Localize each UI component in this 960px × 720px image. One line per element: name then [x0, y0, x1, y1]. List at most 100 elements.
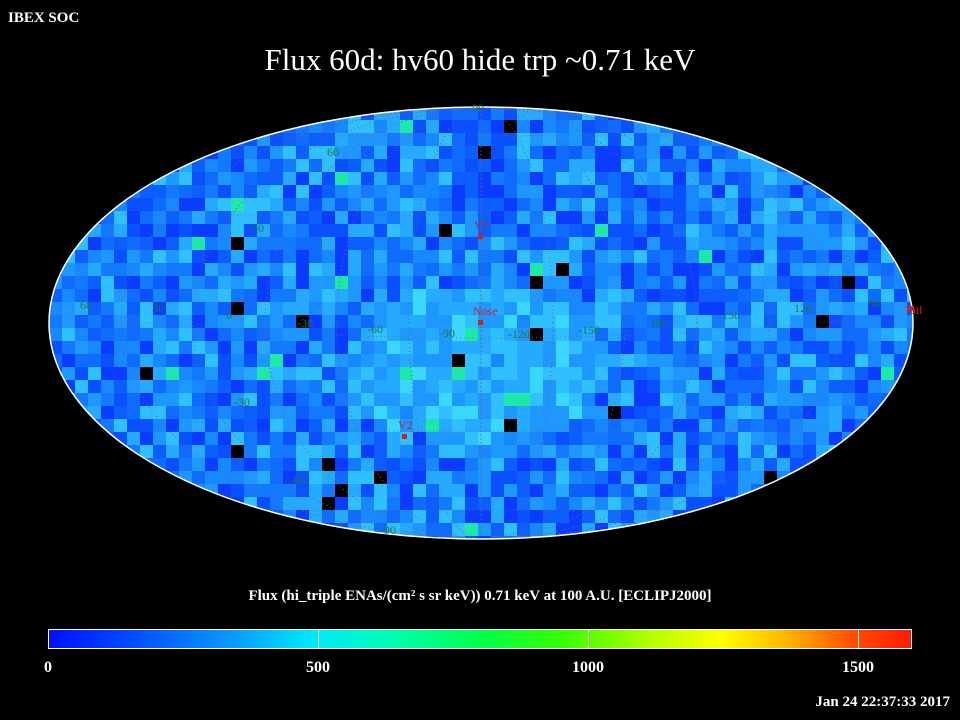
lat-label-90: 90 [472, 101, 484, 115]
flux-tile [556, 250, 569, 263]
flux-tile [413, 185, 426, 198]
flux-tile [699, 146, 712, 159]
flux-tile [504, 458, 517, 471]
flux-tile [127, 250, 140, 263]
flux-tile [452, 159, 465, 172]
flux-tile [582, 133, 595, 146]
flux-tile [712, 445, 725, 458]
flux-tile [439, 380, 452, 393]
flux-tile [192, 302, 205, 315]
flux-tile [439, 510, 452, 523]
flux-tile [413, 120, 426, 133]
flux-tile [881, 341, 894, 354]
flux-tile [348, 471, 361, 484]
flux-tile [296, 302, 309, 315]
flux-tile [647, 315, 660, 328]
flux-tile [803, 341, 816, 354]
flux-tile [569, 419, 582, 432]
colorbar-divider [318, 630, 319, 648]
flux-tile [179, 458, 192, 471]
flux-tile [296, 237, 309, 250]
flux-tile [270, 185, 283, 198]
flux-tile [335, 146, 348, 159]
flux-tile [751, 198, 764, 211]
flux-tile [283, 393, 296, 406]
flux-tile [790, 354, 803, 367]
flux-tile [894, 354, 907, 367]
flux-tile [348, 224, 361, 237]
flux-tile [829, 237, 842, 250]
flux-tile [75, 276, 88, 289]
flux-tile [582, 250, 595, 263]
flux-tile [491, 107, 504, 120]
flux-tile [556, 341, 569, 354]
flux-tile [114, 341, 127, 354]
flux-tile [530, 367, 543, 380]
flux-tile [478, 237, 491, 250]
flux-tile [647, 159, 660, 172]
flux-tile [491, 523, 504, 536]
flux-tile [322, 250, 335, 263]
flux-tile [400, 107, 413, 120]
flux-tile [517, 458, 530, 471]
flux-tile [751, 380, 764, 393]
flux-tile [270, 159, 283, 172]
map-frame [48, 106, 914, 540]
flux-tile [751, 471, 764, 484]
flux-tile [192, 211, 205, 224]
flux-tile [517, 510, 530, 523]
flux-tile [309, 185, 322, 198]
flux-tile [777, 380, 790, 393]
flux-tile [205, 445, 218, 458]
flux-tile [582, 458, 595, 471]
flux-tile [491, 328, 504, 341]
flux-tile [894, 328, 907, 341]
flux-tile [790, 458, 803, 471]
flux-tile [855, 224, 868, 237]
flux-tile [777, 458, 790, 471]
flux-tile [478, 146, 491, 159]
flux-tile [608, 289, 621, 302]
flux-tile [582, 354, 595, 367]
flux-tile [634, 289, 647, 302]
flux-tile [387, 146, 400, 159]
flux-tile [140, 224, 153, 237]
flux-tile [101, 393, 114, 406]
flux-tile [647, 471, 660, 484]
flux-tile [582, 146, 595, 159]
flux-tile [556, 471, 569, 484]
flux-tile [153, 315, 166, 328]
flux-tile [452, 276, 465, 289]
flux-tile [244, 484, 257, 497]
flux-tile [205, 224, 218, 237]
flux-tile [595, 380, 608, 393]
flux-tile [244, 250, 257, 263]
flux-tile [478, 510, 491, 523]
flux-tile [686, 172, 699, 185]
flux-tile [75, 263, 88, 276]
flux-tile [517, 250, 530, 263]
flux-tile [725, 458, 738, 471]
flux-tile [218, 458, 231, 471]
flux-tile [803, 185, 816, 198]
flux-tile [842, 276, 855, 289]
flux-tile [686, 237, 699, 250]
flux-tile [764, 458, 777, 471]
flux-tile [543, 393, 556, 406]
flux-tile [439, 224, 452, 237]
flux-tile [283, 159, 296, 172]
flux-tile [192, 432, 205, 445]
flux-tile [569, 185, 582, 198]
flux-tile [335, 354, 348, 367]
flux-tile [751, 224, 764, 237]
flux-tile [621, 289, 634, 302]
flux-tile [387, 120, 400, 133]
flux-tile [595, 211, 608, 224]
flux-tile [751, 289, 764, 302]
flux-tile [712, 172, 725, 185]
flux-tile [686, 419, 699, 432]
flux-tile [465, 146, 478, 159]
flux-tile [218, 354, 231, 367]
flux-tile [283, 289, 296, 302]
